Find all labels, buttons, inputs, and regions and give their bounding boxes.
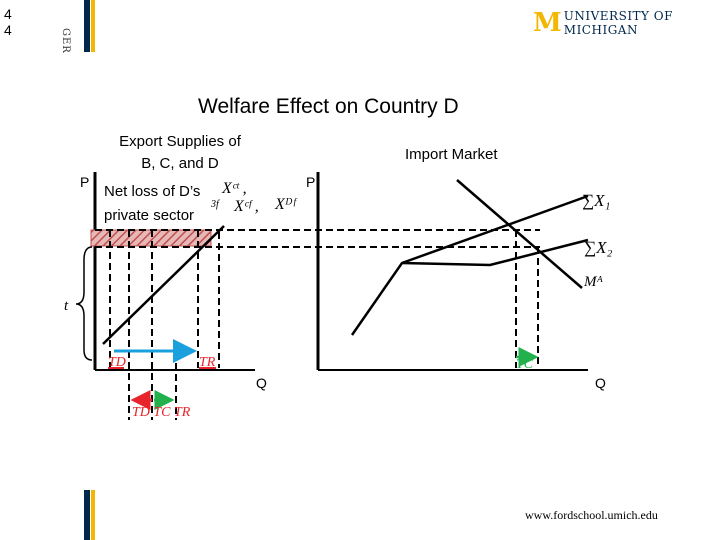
- side-label: GER: [60, 28, 71, 54]
- curve-label-ct: Xᶜᵗ ,: [221, 180, 247, 197]
- page-number: 4 4: [4, 6, 12, 38]
- university-logo: M UNIVERSITY OF MICHIGAN: [533, 8, 720, 38]
- supply-sum-x2: [401, 238, 589, 267]
- left-p-axis-label: P: [80, 174, 89, 190]
- net-loss-line: private sector: [104, 207, 195, 224]
- tr-label: TR: [199, 355, 216, 370]
- right-q-axis-label: Q: [595, 375, 606, 391]
- curve-label-df: Xᴰᶠ: [274, 196, 297, 213]
- export-supply-curve: [102, 225, 225, 345]
- import-demand-curve: [456, 179, 583, 289]
- left-header-line: B, C, and D: [141, 155, 219, 172]
- logo-text: UNIVERSITY OF MICHIGAN: [563, 9, 673, 37]
- tc-label: TC: [516, 357, 534, 372]
- top-accent-bar-gold: [91, 0, 95, 52]
- footer-url: www.fordschool.umich.edu: [525, 508, 658, 522]
- tariff-label: t: [64, 298, 69, 314]
- logo-m: M: [533, 8, 562, 38]
- page-number-line: 4: [4, 6, 12, 22]
- right-p-axis-label: P: [306, 174, 315, 190]
- tariff-brace: [75, 246, 93, 361]
- net-loss-line: Net loss of D’s: [104, 183, 201, 200]
- sum-x2-label: ∑X₂: [584, 238, 613, 257]
- page-number-line: 4: [4, 22, 12, 38]
- top-accent-bar: [84, 0, 90, 52]
- bottom-accent-bar: [84, 490, 90, 540]
- curve-label-cf: Xᶜᶠ ,: [233, 198, 259, 215]
- right-panel-header: Import Market: [405, 146, 498, 163]
- left-panel-header: Export Supplies of B, C, and D: [100, 131, 260, 175]
- ma-label: Mᴬ: [583, 274, 603, 290]
- slide-title: Welfare Effect on Country D: [198, 95, 459, 118]
- left-header-line: Export Supplies of: [119, 133, 241, 150]
- curve-label-3f: 3f: [210, 199, 220, 210]
- left-q-axis-label: Q: [256, 375, 267, 391]
- bottom-accent-bar-gold: [91, 490, 95, 540]
- td-label: TD: [108, 355, 126, 370]
- bottom-arrow-labels: TD TC TR: [132, 405, 191, 420]
- sum-x1-label: ∑X₁: [582, 191, 610, 210]
- net-loss-label: Net loss of D’s private sector: [104, 180, 200, 228]
